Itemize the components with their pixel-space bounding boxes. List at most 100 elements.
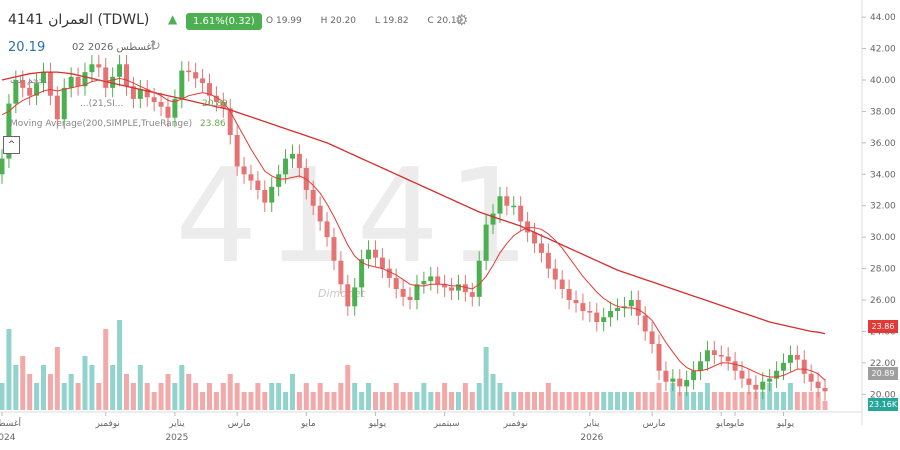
- candle-body: [262, 190, 268, 203]
- candle-body: [27, 87, 33, 96]
- candle-body: [82, 72, 88, 87]
- volume-bar: [20, 356, 26, 410]
- y-tick-label: 34.00: [870, 170, 896, 180]
- x-tick-label: يناير: [168, 419, 185, 429]
- volume-bar: [663, 392, 669, 410]
- candle-body: [276, 174, 282, 187]
- volume-bar: [144, 383, 150, 410]
- candle-body: [40, 72, 46, 84]
- candle-body: [566, 289, 572, 300]
- volume-bar: [725, 392, 731, 410]
- candle-body: [386, 268, 392, 278]
- candle-body: [670, 378, 676, 382]
- candle-body: [532, 232, 538, 244]
- volume-bar: [601, 392, 607, 410]
- volume-bar: [117, 320, 123, 410]
- candle-body: [144, 89, 150, 98]
- candle-body: [227, 108, 233, 135]
- volume-bar: [359, 392, 365, 410]
- badge-ma-long: 23.86: [868, 320, 898, 333]
- volume-bar: [193, 383, 199, 410]
- volume-bar: [151, 392, 157, 410]
- candle-body: [739, 370, 745, 379]
- volume-bar: [372, 392, 378, 410]
- volume-bar: [248, 392, 254, 410]
- candle-body: [110, 76, 116, 88]
- candle-body: [608, 311, 614, 318]
- candle-body: [725, 356, 731, 362]
- candle-body: [642, 315, 648, 332]
- volume-bar: [366, 383, 372, 410]
- candle-body: [594, 312, 600, 322]
- candle-body: [711, 350, 717, 355]
- legend-collapse-button[interactable]: ^: [3, 136, 20, 154]
- candle-body: [13, 80, 19, 104]
- volume-bar: [393, 383, 399, 410]
- candle-body: [635, 300, 641, 316]
- candle-body: [283, 158, 289, 175]
- volume-bar: [642, 392, 648, 410]
- legend-ma-short-value: 20.89: [202, 99, 228, 109]
- candle-body: [158, 102, 164, 107]
- candle-body: [407, 296, 413, 300]
- volume-bar: [158, 383, 164, 410]
- high-readout: H 20.20: [320, 16, 357, 26]
- candle-body: [580, 303, 586, 311]
- candle-body: [746, 378, 752, 385]
- volume-bar: [324, 392, 330, 410]
- candle-body: [317, 205, 323, 222]
- candle-body: [511, 205, 517, 208]
- volume-bar: [234, 383, 240, 410]
- x-tick-label: يوليو: [776, 419, 795, 429]
- volume-bar: [732, 392, 738, 410]
- candle-body: [462, 284, 468, 293]
- legend-ma-long: Moving Average(200,SIMPLE,TrueRange) 23.…: [10, 119, 226, 129]
- y-tick-label: 30.00: [870, 233, 896, 243]
- candle-body: [61, 87, 67, 120]
- volume-bar: [455, 392, 461, 410]
- candle-body: [234, 135, 240, 167]
- refresh-icon[interactable]: ↻: [150, 39, 161, 54]
- candle-body: [559, 279, 565, 289]
- candle-body: [324, 221, 330, 238]
- candle-body: [117, 64, 123, 77]
- volume-bar: [414, 392, 420, 410]
- gear-icon[interactable]: ⚙: [455, 11, 469, 29]
- volume-bar: [310, 392, 316, 410]
- close-readout: C 20.19: [427, 16, 463, 26]
- volume-bar: [545, 383, 551, 410]
- volume-bar: [54, 347, 60, 410]
- candle-body: [345, 284, 351, 307]
- volume-bar: [137, 365, 143, 410]
- candle-body: [455, 284, 461, 291]
- candle-body: [787, 355, 793, 363]
- candle-body: [691, 370, 697, 381]
- candle-body: [213, 95, 219, 102]
- candle-body: [137, 89, 143, 99]
- candle-body: [469, 292, 475, 297]
- last-date: 02 أغسطس 2026: [72, 42, 155, 53]
- volume-bar: [442, 383, 448, 410]
- candle-body: [704, 350, 710, 362]
- x-tick-label: سبتمبر: [433, 419, 460, 429]
- volume-bar: [566, 392, 572, 410]
- candle-body: [20, 80, 26, 88]
- volume-bar: [435, 392, 441, 410]
- candle-body: [677, 378, 683, 387]
- candle-body: [379, 257, 385, 269]
- candle-body: [54, 95, 60, 120]
- volume-bar: [241, 392, 247, 410]
- volume-bar: [511, 392, 517, 410]
- x-tick-year: 2026: [580, 433, 603, 443]
- volume-bar: [179, 365, 185, 410]
- candle-body: [822, 388, 828, 392]
- volume-bar: [767, 383, 773, 410]
- candle-body: [0, 158, 5, 175]
- candle-body: [338, 260, 344, 285]
- candle-body: [6, 103, 12, 159]
- candle-body: [573, 300, 579, 304]
- volume-bar: [269, 383, 275, 410]
- candle-body: [449, 287, 455, 291]
- volume-bar: [345, 365, 351, 410]
